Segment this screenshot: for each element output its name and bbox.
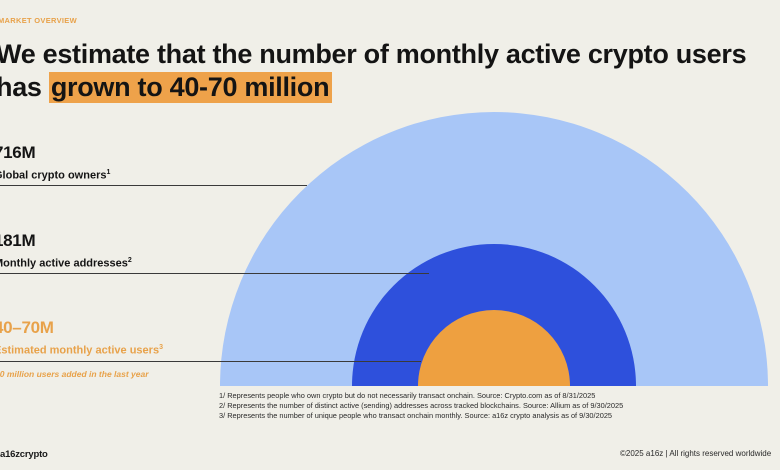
footnote-ref-1: 1 — [106, 169, 111, 176]
footnote-3: 3/ Represents the number of unique peopl… — [219, 411, 613, 420]
owners-value: 716M — [0, 143, 36, 162]
footnotes: 1/ Represents people who own crypto but … — [219, 391, 623, 421]
users-desc-text: Estimated monthly active users — [0, 344, 160, 357]
footnote-ref-3: 3 — [159, 344, 163, 351]
users-value: 40–70M — [0, 318, 54, 337]
users-desc: Estimated monthly active users3 — [0, 341, 163, 358]
footnote-ref-2: 2 — [127, 257, 132, 264]
eyebrow-label: MARKET OVERVIEW — [0, 16, 77, 25]
owners-desc: Global crypto owners1 — [0, 166, 110, 183]
owners-desc-text: Global crypto owners — [0, 169, 107, 182]
label-owners: 716M Global crypto owners1 — [0, 143, 110, 183]
users-added-note: 10 million users added in the last year — [0, 369, 149, 379]
addresses-desc-text: Monthly active addresses — [0, 257, 128, 270]
addresses-desc: Monthly active addresses2 — [0, 254, 132, 271]
footnote-1: 1/ Represents people who own crypto but … — [219, 391, 596, 400]
copyright-text: ©2025 a16z | All rights reserved worldwi… — [620, 449, 772, 458]
a16z-crypto-logo: a16zcrypto — [0, 449, 48, 460]
label-users: 40–70M Estimated monthly active users3 — [0, 318, 163, 358]
title-highlight: grown to 40-70 million — [48, 72, 333, 103]
semicircle-users — [418, 310, 570, 386]
title-line-2-prefix: has — [0, 72, 49, 102]
footnote-2: 2/ Represents the number of distinct act… — [219, 401, 624, 410]
title-line-1: We estimate that the number of monthly a… — [0, 39, 747, 69]
page-title: We estimate that the number of monthly a… — [0, 38, 747, 104]
